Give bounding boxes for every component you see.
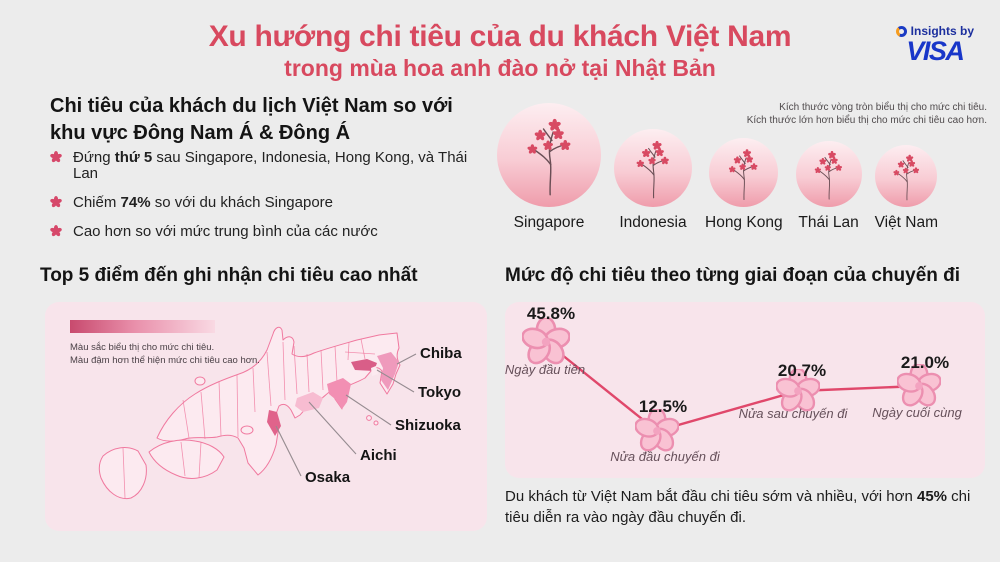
prefecture-borders (122, 338, 376, 499)
map-label-chiba: Chiba (420, 345, 462, 362)
cherry-branch-icon (520, 111, 580, 203)
footnote-pre: Du khách từ Việt Nam bắt đầu chi tiêu sớ… (505, 488, 917, 505)
japan-map-panel: Chiba Tokyo Shizuoka Aichi Osaka Màu sắc… (45, 302, 487, 531)
bubble-hongkong: Hong Kong (705, 138, 783, 232)
bubble-circle (875, 145, 938, 207)
cherry-branch-icon (889, 150, 925, 205)
insights-swirl-icon (895, 25, 907, 37)
bubble-vietnam: Việt Nam (875, 145, 938, 232)
footnote-bold: 45% (916, 488, 948, 505)
tokyo-bay (371, 366, 378, 376)
map-legend-line2: Màu đậm hơn thể hiện mức chi tiêu cao hơ… (70, 354, 260, 366)
value-label-point2: 12.5% (638, 397, 688, 416)
blossom-bullet-icon (50, 151, 62, 163)
value-label-point1: 45.8% (526, 304, 576, 323)
small-island (373, 420, 379, 426)
stage-label-1: Ngày đầu tiên (504, 362, 586, 377)
kyushu-landmass (98, 447, 147, 500)
bubble-circle (709, 138, 779, 207)
bubble-label: Thái Lan (798, 214, 859, 231)
map-label-tokyo: Tokyo (418, 384, 461, 401)
footnote-post: chi tiêu diễn ra vào ngày đầu chuyến đi. (505, 488, 971, 526)
map-color-legend-gradient (70, 320, 215, 333)
small-island (240, 425, 254, 435)
map-label-aichi: Aichi (360, 447, 397, 464)
trip-stage-chart-panel: 45.8% 12.5% 20.7% 21.0% Ngày đầu tiên Nử… (505, 302, 985, 478)
blossom-bullet-icon (50, 225, 62, 237)
value-label-point3: 20.7% (777, 361, 827, 380)
bubble-size-note: Kích thước vòng tròn biểu thị cho mức ch… (747, 101, 987, 127)
page-title: Xu hướng chi tiêu của du khách Việt Nam (208, 20, 792, 53)
label-connectors (275, 353, 417, 477)
value-label-point4: 21.0% (900, 353, 950, 372)
bullet-text: Chiếm 74% so với du khách Singapore (73, 194, 333, 211)
spending-trend-line (545, 341, 920, 433)
insights-by-label: Insights by (910, 24, 974, 38)
bubble-label: Singapore (513, 214, 585, 231)
map-label-shizuoka: Shizuoka (395, 417, 462, 434)
stage-label-4: Ngày cuối cùng (872, 405, 962, 420)
cherry-branch-icon (631, 135, 676, 204)
small-island (194, 376, 206, 386)
comparison-bullet-list: Đứng thứ 5 sau Singapore, Indonesia, Hon… (50, 150, 490, 253)
visa-insights-logo: Insights by VISA (895, 24, 974, 66)
list-item: Cao hơn so với mức trung bình của các nư… (50, 224, 490, 240)
map-color-legend-text: Màu sắc biểu thị cho mức chi tiêu. Màu đ… (70, 342, 260, 367)
insights-by-line: Insights by (895, 24, 974, 38)
bubble-label: Hong Kong (705, 214, 783, 231)
shikoku-landmass (148, 439, 225, 479)
spending-bubble-chart: Singapore Indonesia Hong Kong Thái Lan V… (497, 103, 938, 232)
bubble-note-line1: Kích thước vòng tròn biểu thị cho mức ch… (779, 102, 987, 113)
comparison-heading: Chi tiêu của khách du lịch Việt Nam so v… (50, 95, 453, 144)
subtitle-bold: tại Nhật Bản (581, 55, 716, 81)
bubble-circle (497, 103, 601, 207)
list-item: Đứng thứ 5 sau Singapore, Indonesia, Hon… (50, 150, 490, 182)
cherry-branch-icon (810, 146, 848, 204)
stage-label-3: Nửa sau chuyến đi (738, 406, 848, 421)
bubble-thailan: Thái Lan (795, 141, 862, 232)
bubble-singapore: Singapore (497, 103, 601, 232)
list-item: Chiếm 74% so với du khách Singapore (50, 195, 490, 211)
subtitle-regular: trong mùa hoa anh đào nở (284, 55, 576, 81)
bubble-circle (795, 141, 862, 207)
trip-stage-line-chart (522, 318, 941, 453)
japan-choropleth-map: Chiba Tokyo Shizuoka Aichi Osaka (98, 326, 462, 500)
visa-wordmark: VISA (906, 36, 965, 66)
blossom-bullet-icon (50, 196, 62, 208)
cherry-branch-icon (724, 144, 764, 205)
prefecture-tokyo (351, 359, 377, 371)
map-section-heading: Top 5 điểm đến ghi nhận chi tiêu cao nhấ… (40, 265, 418, 286)
blossom-marker-point1 (522, 318, 570, 366)
page-subtitle: trong mùa hoa anh đào nở tại Nhật Bản (0, 55, 1000, 82)
bubble-label: Indonesia (619, 214, 687, 231)
bubble-indonesia: Indonesia (614, 129, 692, 232)
bullet-text: Đứng thứ 5 sau Singapore, Indonesia, Hon… (73, 149, 468, 182)
bubble-label: Việt Nam (874, 214, 939, 231)
chart-footnote: Du khách từ Việt Nam bắt đầu chi tiêu sớ… (505, 486, 985, 528)
chart-section-heading: Mức độ chi tiêu theo từng giai đoạn của … (505, 265, 961, 286)
bubble-note-line2: Kích thước lớn hơn biểu thị cho mức chi … (746, 115, 987, 126)
prefecture-chiba (377, 352, 399, 390)
bullet-text: Cao hơn so với mức trung bình của các nư… (73, 223, 378, 240)
prefecture-shizuoka (327, 378, 351, 409)
bubble-circle (614, 129, 692, 207)
small-island (366, 415, 372, 421)
map-label-osaka: Osaka (305, 469, 351, 486)
map-legend-line1: Màu sắc biểu thị cho mức chi tiêu. (70, 342, 215, 353)
stage-label-2: Nửa đầu chuyến đi (610, 449, 720, 464)
